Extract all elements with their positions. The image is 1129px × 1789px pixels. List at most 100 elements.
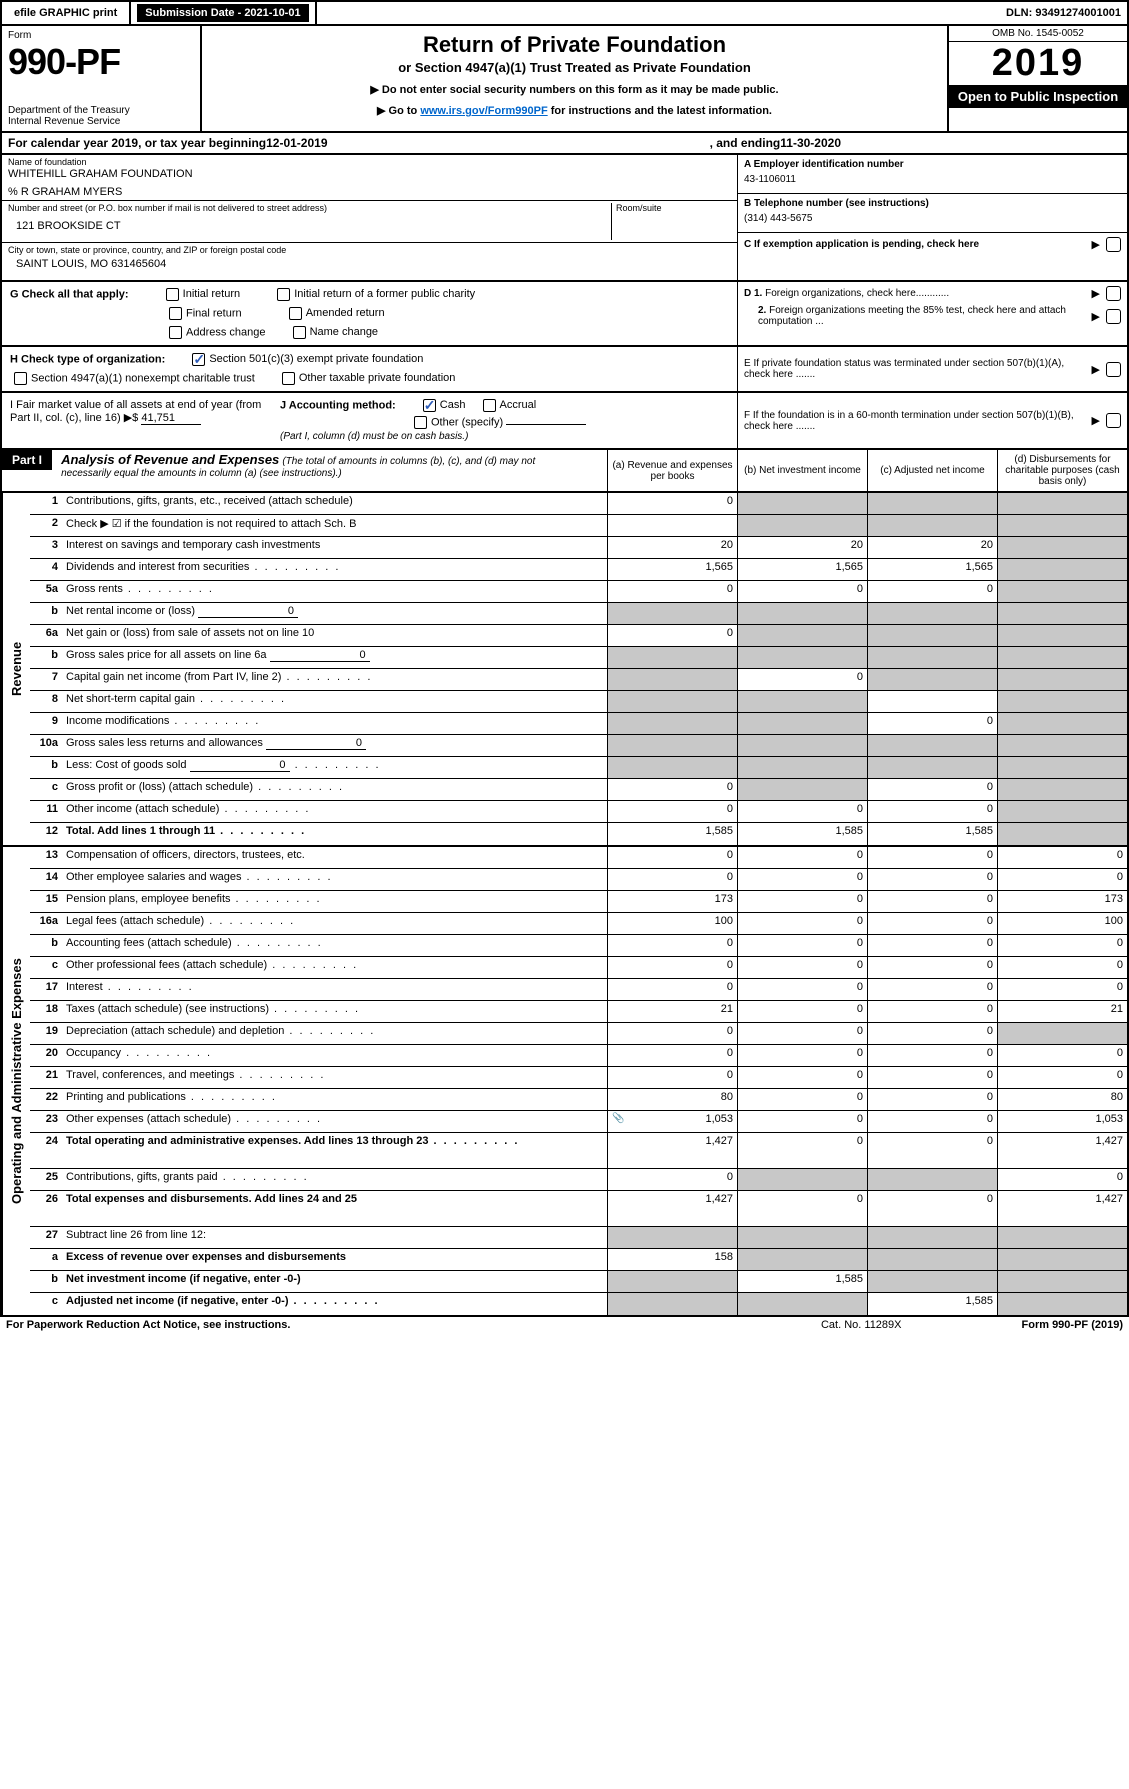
row-number: b [30, 647, 62, 668]
cell-c [867, 515, 997, 536]
table-row: 11Other income (attach schedule)000 [30, 801, 1127, 823]
chk-accrual[interactable] [483, 399, 496, 412]
cell-a: 0 [607, 979, 737, 1000]
table-row: bGross sales price for all assets on lin… [30, 647, 1127, 669]
chk-other-method[interactable] [414, 416, 427, 429]
chk-name-change[interactable] [293, 326, 306, 339]
table-row: 7Capital gain net income (from Part IV, … [30, 669, 1127, 691]
cell-d [997, 1249, 1127, 1270]
cell-b: 0 [737, 935, 867, 956]
row-number: 12 [30, 823, 62, 845]
cell-b: 20 [737, 537, 867, 558]
omb-number: OMB No. 1545-0052 [949, 26, 1127, 42]
instructions-link[interactable]: www.irs.gov/Form990PF [420, 105, 547, 117]
row-label: Other professional fees (attach schedule… [62, 957, 607, 978]
d2-checkbox[interactable] [1106, 309, 1121, 324]
c-checkbox[interactable] [1106, 237, 1121, 252]
cell-d: 0 [997, 979, 1127, 1000]
cell-d: 21 [997, 1001, 1127, 1022]
cell-a [607, 735, 737, 756]
cell-a: 0 [607, 625, 737, 646]
row-label: Dividends and interest from securities [62, 559, 607, 580]
chk-4947[interactable] [14, 372, 27, 385]
e-checkbox[interactable] [1106, 362, 1121, 377]
table-row: 18Taxes (attach schedule) (see instructi… [30, 1001, 1127, 1023]
cell-b [737, 515, 867, 536]
efile-label: efile GRAPHIC print [8, 4, 123, 22]
row-number: 6a [30, 625, 62, 646]
row-number: a [30, 1249, 62, 1270]
cell-d [997, 669, 1127, 690]
f-checkbox[interactable] [1106, 413, 1121, 428]
cell-d [997, 801, 1127, 822]
cell-a [607, 757, 737, 778]
chk-cash[interactable] [423, 399, 436, 412]
table-row: 17Interest0000 [30, 979, 1127, 1001]
cell-a: 0 [607, 935, 737, 956]
row-number: 2 [30, 515, 62, 536]
cell-b: 0 [737, 913, 867, 934]
cell-c [867, 647, 997, 668]
cell-a: 0 [607, 779, 737, 800]
table-row: 9Income modifications0 [30, 713, 1127, 735]
cell-c: 0 [867, 913, 997, 934]
cell-a: 80 [607, 1089, 737, 1110]
e-label: E If private foundation status was termi… [744, 358, 1092, 380]
cell-c: 0 [867, 713, 997, 734]
expenses-table: Operating and Administrative Expenses 13… [0, 847, 1129, 1317]
chk-initial-former[interactable] [277, 288, 290, 301]
cell-c [867, 757, 997, 778]
city-state-zip: SAINT LOUIS, MO 631465604 [8, 256, 731, 278]
cell-b: 1,585 [737, 1271, 867, 1292]
row-number: 3 [30, 537, 62, 558]
row-number: 17 [30, 979, 62, 1000]
cell-d [997, 537, 1127, 558]
form-subtitle: or Section 4947(a)(1) Trust Treated as P… [212, 60, 937, 75]
name-label: Name of foundation [8, 157, 731, 167]
table-row: 13Compensation of officers, directors, t… [30, 847, 1127, 869]
d1-checkbox[interactable] [1106, 286, 1121, 301]
row-label: Income modifications [62, 713, 607, 734]
cell-d: 1,427 [997, 1133, 1127, 1168]
row-number: 7 [30, 669, 62, 690]
revenue-side-label: Revenue [2, 493, 30, 845]
cell-a: 20 [607, 537, 737, 558]
cell-c [867, 669, 997, 690]
cell-c [867, 603, 997, 624]
cell-a: 0 [607, 847, 737, 868]
cell-b: 0 [737, 847, 867, 868]
chk-501c3[interactable] [192, 353, 205, 366]
part1-title: Analysis of Revenue and Expenses [61, 452, 279, 467]
chk-final-return[interactable] [169, 307, 182, 320]
cell-a: 0 [607, 581, 737, 602]
chk-address-change[interactable] [169, 326, 182, 339]
check-section-3: I Fair market value of all assets at end… [0, 393, 1129, 450]
row-number: 18 [30, 1001, 62, 1022]
cell-b: 0 [737, 801, 867, 822]
cell-c: 0 [867, 581, 997, 602]
cell-a: 0 [607, 801, 737, 822]
cell-d: 1,053 [997, 1111, 1127, 1132]
table-row: 23Other expenses (attach schedule)1,0530… [30, 1111, 1127, 1133]
cell-b [737, 1169, 867, 1190]
row-number: 23 [30, 1111, 62, 1132]
catalog-number: Cat. No. 11289X [821, 1319, 902, 1331]
table-row: 21Travel, conferences, and meetings0000 [30, 1067, 1127, 1089]
cell-d: 0 [997, 957, 1127, 978]
cell-b [737, 625, 867, 646]
row-label: Capital gain net income (from Part IV, l… [62, 669, 607, 690]
chk-initial-return[interactable] [166, 288, 179, 301]
row-label: Subtract line 26 from line 12: [62, 1227, 607, 1248]
cell-d: 0 [997, 869, 1127, 890]
table-row: bAccounting fees (attach schedule)0000 [30, 935, 1127, 957]
row-label: Compensation of officers, directors, tru… [62, 847, 607, 868]
chk-amended[interactable] [289, 307, 302, 320]
cell-c: 0 [867, 935, 997, 956]
row-number: 27 [30, 1227, 62, 1248]
note-1: ▶ Do not enter social security numbers o… [212, 83, 937, 96]
f-label: F If the foundation is in a 60-month ter… [744, 410, 1092, 432]
row-label: Excess of revenue over expenses and disb… [62, 1249, 607, 1270]
cell-a: 0 [607, 1067, 737, 1088]
chk-other-taxable[interactable] [282, 372, 295, 385]
cell-a: 1,585 [607, 823, 737, 845]
